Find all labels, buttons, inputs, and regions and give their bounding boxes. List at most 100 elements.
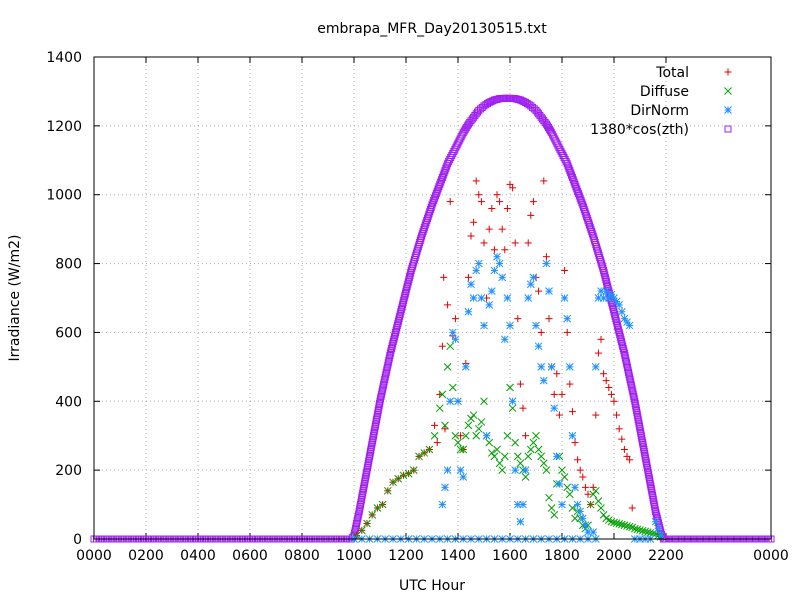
diffuse-point [480, 397, 488, 406]
cosine-curve-point [382, 368, 390, 376]
diffuse-point [446, 342, 455, 351]
diffuse-point [537, 452, 546, 461]
diffuse-point [487, 449, 496, 457]
cosine-curve-point [584, 217, 592, 225]
cosine-curve-point [586, 223, 594, 231]
diffuse-point [607, 517, 616, 526]
total-point [537, 328, 545, 336]
dirnorm-point [461, 363, 470, 371]
diffuse-point [435, 404, 444, 413]
dirnorm-point [493, 252, 501, 261]
total-point [602, 377, 610, 385]
cosine-curve-point [441, 167, 449, 175]
cosine-curve-point [627, 380, 635, 388]
total-point [477, 198, 485, 206]
y-tick-label: 800 [55, 257, 82, 273]
dirnorm-point [459, 473, 468, 481]
legend-label: Total [655, 65, 689, 81]
diffuse-point [404, 469, 413, 478]
diffuse-point [451, 431, 460, 440]
total-point [576, 466, 584, 474]
cosine-curve-point [619, 344, 627, 352]
cosine-curve-point [578, 199, 586, 207]
diffuse-point [623, 522, 631, 530]
diffuse-point [646, 528, 655, 537]
diffuse-point [565, 490, 574, 499]
total-point [597, 335, 605, 343]
diffuse-point [521, 473, 530, 481]
dirnorm-point [615, 301, 624, 309]
total-point [524, 239, 532, 247]
total-point [457, 432, 465, 440]
cosine-curve-point [430, 196, 438, 204]
cosine-curve-point [576, 194, 584, 202]
axis-ticks: 0000 0200 0400 0600 0800 1000 1200 1400 1600 1800… [46, 50, 788, 564]
cosine-curve-point [601, 273, 609, 281]
cosine-curve-point [570, 178, 578, 186]
dirnorm-point [568, 431, 577, 440]
dirnorm-point [521, 466, 530, 474]
legend-marker [724, 125, 732, 133]
dirnorm-point [571, 483, 579, 492]
diffuse-point [513, 452, 522, 461]
diffuse-point [560, 473, 569, 481]
diffuse-point [636, 526, 644, 534]
dirnorm-point [534, 342, 543, 351]
cosine-curve-point [392, 328, 400, 336]
cosine-curve-point [379, 385, 387, 393]
cosine-curve-point [599, 264, 607, 272]
total-point [438, 342, 446, 350]
cosine-curve-point [626, 376, 634, 384]
cosine-curve-point [438, 176, 446, 184]
cosine-curve-point [625, 371, 633, 379]
dirnorm-point [511, 466, 520, 474]
total-point [519, 404, 527, 412]
dirnorm-point [472, 266, 481, 275]
cosine-curve-point [440, 169, 448, 177]
cosine-curve-point [398, 303, 406, 311]
diffuse-point [617, 520, 626, 529]
total-point [542, 253, 550, 261]
cosine-curve-point [569, 176, 577, 184]
cosine-curve-point [624, 364, 632, 372]
cosine-curve-point [438, 174, 446, 181]
cosine-curve-point [425, 210, 433, 218]
total-point [594, 349, 602, 357]
diffuse-point [542, 466, 551, 474]
diffuse-point [630, 524, 639, 533]
dirnorm-point [573, 500, 582, 509]
total-point [485, 225, 493, 233]
diffuse-point [441, 421, 449, 430]
total-point [540, 177, 548, 185]
cosine-curve-point [611, 310, 619, 318]
cosine-curve-point [623, 361, 631, 369]
cosine-curve-point [393, 322, 401, 330]
cosine-curve-point [629, 388, 637, 396]
diffuse-point [558, 466, 566, 474]
x-tick-label: 1200 [388, 548, 424, 564]
cosine-curve-point [617, 335, 625, 343]
dirnorm-point [565, 363, 574, 371]
cosine-curve-point [426, 208, 434, 216]
cosine-curve-point [621, 354, 629, 362]
total-point [620, 445, 628, 453]
cosine-curve-point [417, 234, 425, 242]
total-point [610, 397, 618, 405]
cosine-curve-point [391, 331, 399, 339]
cosine-curve-point [588, 230, 596, 238]
cosine-curve-point [380, 380, 388, 388]
cosine-curve-point [585, 221, 593, 229]
dirnorm-point [474, 259, 483, 268]
total-point [464, 273, 472, 281]
diffuse-point [363, 519, 371, 528]
dirnorm-point [500, 335, 509, 344]
dirnorm-point [469, 294, 478, 302]
cosine-curve-point [616, 333, 624, 341]
cosine-curve-point [653, 512, 661, 520]
cosine-curve-point [420, 225, 428, 233]
cosine-curve-point [381, 376, 389, 384]
total-point [498, 225, 506, 233]
total-point [563, 328, 571, 336]
dirnorm-point [602, 287, 611, 295]
